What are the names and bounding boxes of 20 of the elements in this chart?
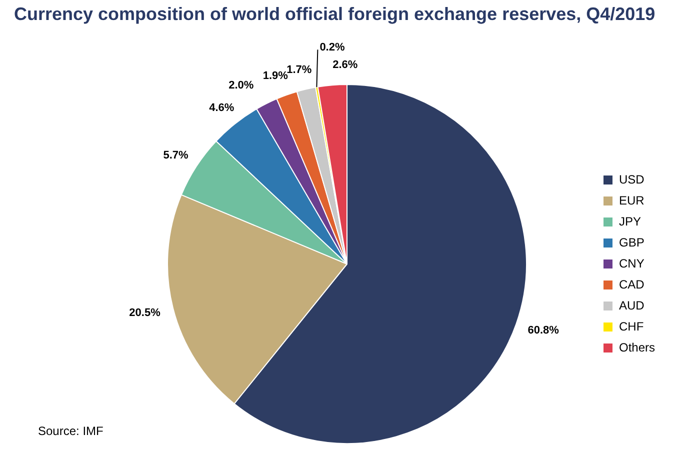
legend-label: EUR bbox=[618, 193, 645, 208]
data-label: 4.6% bbox=[209, 102, 234, 114]
data-label: 0.2% bbox=[320, 42, 345, 54]
chart-title: Currency composition of world official foreign exchange reserves, Q4/2019 bbox=[14, 4, 656, 25]
legend-label: AUD bbox=[618, 298, 645, 312]
legend-label: CAD bbox=[618, 277, 645, 292]
source-note: Source: IMF bbox=[38, 424, 104, 438]
data-label: 1.9% bbox=[262, 70, 288, 82]
data-label: 60.8% bbox=[528, 324, 560, 336]
data-label: 2.0% bbox=[228, 80, 254, 92]
legend-label: JPY bbox=[618, 214, 642, 228]
data-label: 1.7% bbox=[286, 64, 312, 76]
data-label: 2.6% bbox=[332, 59, 358, 72]
data-label: 5.7% bbox=[163, 150, 189, 162]
legend-label: CNY bbox=[618, 256, 644, 270]
legend-label: USD bbox=[618, 172, 645, 186]
data-label: 20.5% bbox=[129, 307, 161, 320]
legend-label: CHF bbox=[618, 319, 644, 334]
legend-label: GBP bbox=[618, 235, 644, 250]
legend-label: Others bbox=[618, 340, 656, 354]
